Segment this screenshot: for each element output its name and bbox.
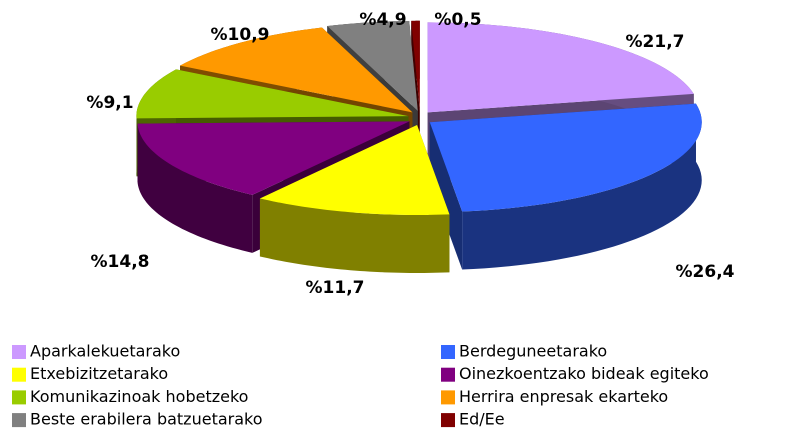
data-label: %4,9 bbox=[359, 10, 406, 30]
slice-top bbox=[137, 121, 410, 195]
legend-swatch bbox=[12, 390, 26, 405]
legend-label: Etxebizitzetarako bbox=[30, 364, 168, 383]
data-label: %9,1 bbox=[86, 93, 133, 113]
slice-top bbox=[427, 22, 694, 113]
slice bbox=[429, 103, 702, 270]
legend-swatch bbox=[441, 345, 455, 359]
data-label: %21,7 bbox=[626, 32, 685, 52]
slice-wall bbox=[259, 198, 450, 273]
legend-swatch bbox=[12, 345, 26, 359]
data-label: %0,5 bbox=[434, 10, 481, 30]
legend-swatch bbox=[441, 390, 455, 405]
slice-wall bbox=[137, 123, 253, 253]
slice bbox=[259, 124, 450, 273]
data-label: %11,7 bbox=[306, 278, 365, 298]
legend-label: Oinezkoentzako bideak egiteko bbox=[459, 364, 709, 383]
legend-label: Herrira enpresak ekarteko bbox=[459, 387, 668, 406]
legend-swatch bbox=[441, 413, 455, 428]
legend-swatch bbox=[441, 367, 455, 382]
legend-label: Komunikazinoak hobetzeko bbox=[30, 387, 248, 406]
data-label: %14,8 bbox=[91, 252, 150, 272]
slice-top bbox=[327, 20, 418, 111]
slice-top bbox=[180, 27, 413, 113]
legend-label: Aparkalekuetarako bbox=[30, 342, 180, 361]
slice-top bbox=[136, 69, 409, 119]
data-label: %10,9 bbox=[211, 25, 270, 45]
slice-wall bbox=[462, 103, 702, 270]
slice-top bbox=[259, 124, 450, 215]
slice-top bbox=[411, 20, 420, 111]
legend-label: Ed/Ee bbox=[459, 410, 505, 429]
slice-side bbox=[429, 122, 463, 270]
legend-label: Beste erabilera batzuetarako bbox=[30, 410, 263, 429]
legend-swatch bbox=[12, 367, 26, 382]
slice-top bbox=[429, 103, 702, 212]
legend-swatch bbox=[12, 413, 26, 428]
data-label: %26,4 bbox=[676, 262, 735, 282]
legend-label: Berdeguneetarako bbox=[459, 342, 607, 361]
